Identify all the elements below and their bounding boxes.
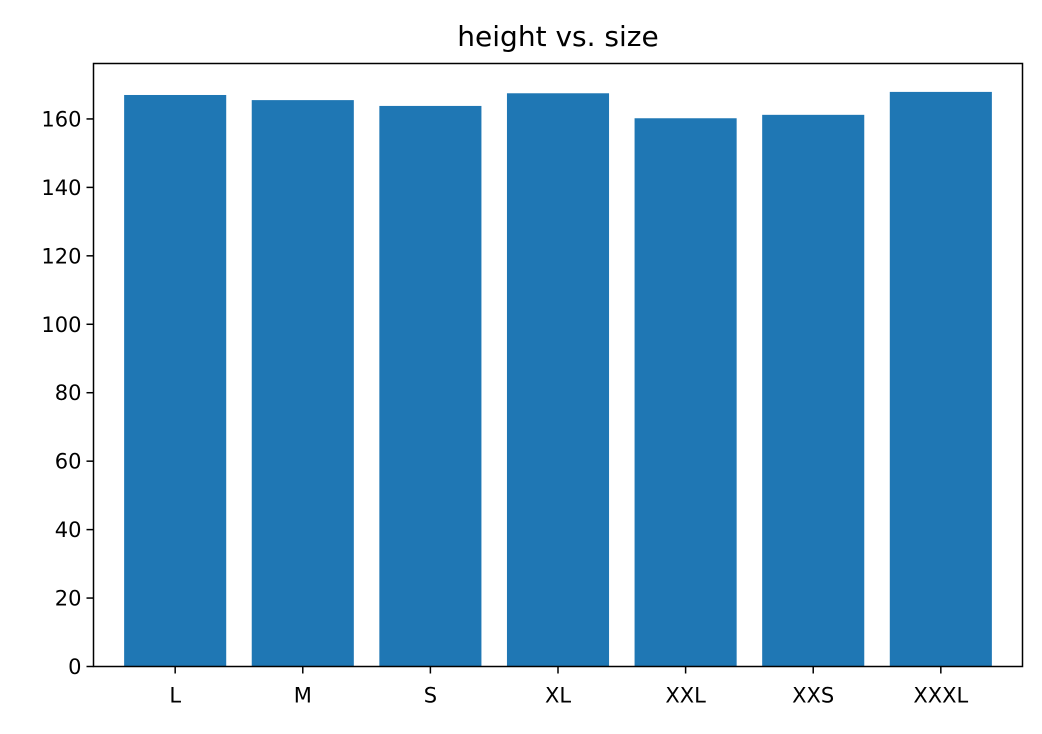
- x-tick-label: L: [169, 684, 181, 708]
- chart-title: height vs. size: [457, 20, 658, 53]
- bar-xl: [506, 93, 610, 667]
- x-tick-label: S: [424, 684, 437, 708]
- x-tick-label: M: [294, 684, 312, 708]
- y-tick-label: 20: [55, 587, 82, 611]
- bar-l: [124, 94, 227, 667]
- bar-xxl: [634, 118, 737, 667]
- bar-xxxl: [889, 91, 992, 667]
- x-tick-label: XXXL: [913, 684, 968, 708]
- plot-frame: [92, 62, 1024, 668]
- bars-group: [124, 91, 992, 667]
- bar-s: [379, 105, 482, 667]
- y-tick-label: 0: [68, 655, 81, 679]
- bar-xxs: [762, 114, 865, 667]
- x-tick-label: XXL: [665, 684, 706, 708]
- x-tick-label: XL: [545, 684, 571, 708]
- y-tick-label: 80: [55, 381, 82, 405]
- y-tick-label: 100: [41, 313, 81, 337]
- bar-m: [251, 100, 354, 667]
- x-tick-label: XXS: [792, 684, 834, 708]
- y-tick-label: 40: [55, 518, 82, 542]
- y-tick-label: 160: [41, 107, 81, 131]
- y-tick-label: 120: [41, 244, 81, 268]
- y-tick-label: 140: [41, 176, 81, 200]
- y-axis: 0 20 40 60 80 100 120 140 160: [41, 107, 94, 679]
- x-axis: L M S XL XXL XXS XXXL: [169, 666, 969, 708]
- y-tick-label: 60: [55, 450, 82, 474]
